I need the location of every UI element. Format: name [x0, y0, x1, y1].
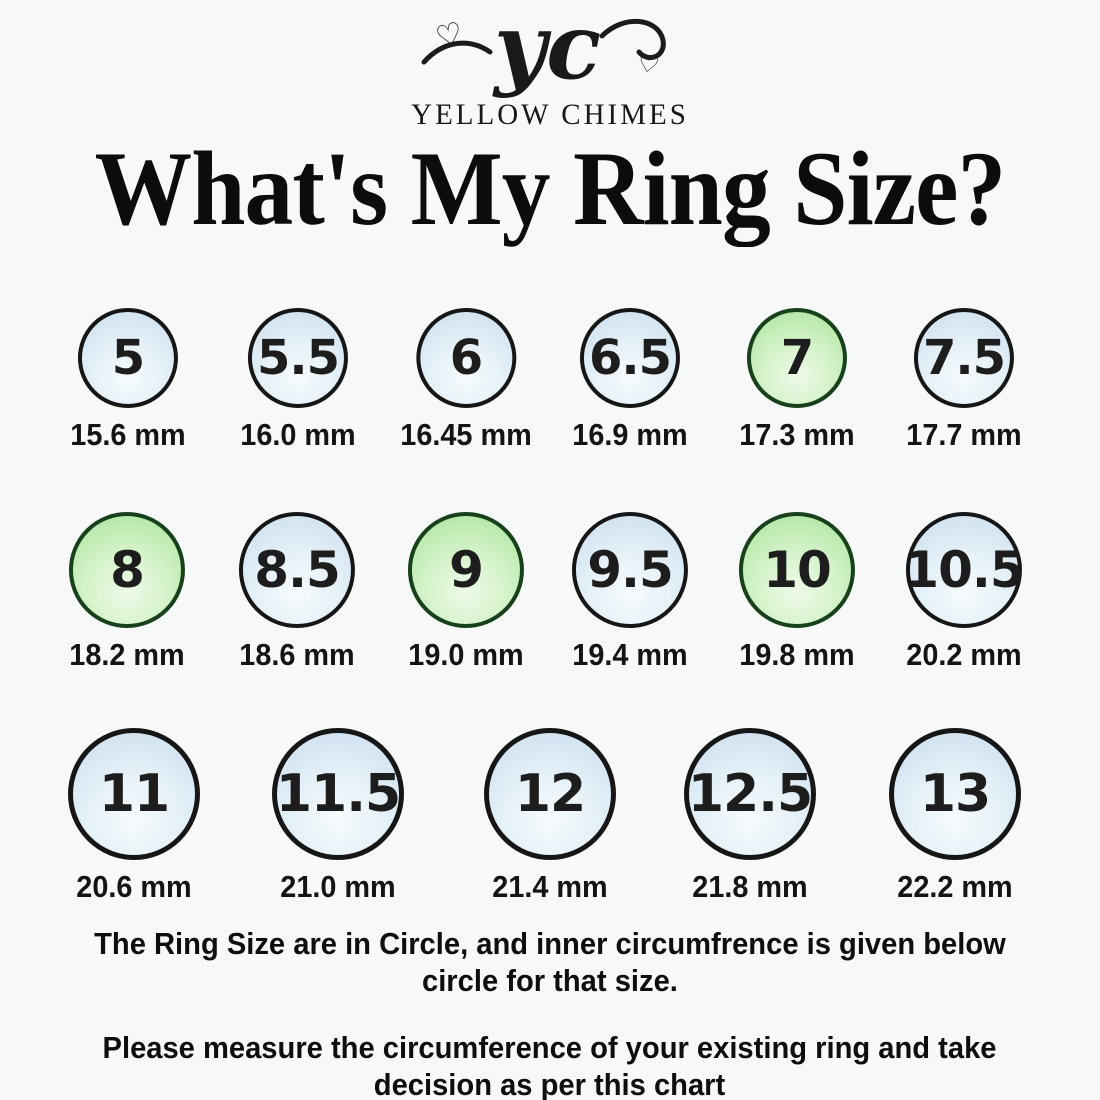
- ring-size-number: 7.5: [922, 330, 1006, 386]
- ring-diameter-label: 16.9 mm: [572, 417, 688, 452]
- ring-size-cell: 8.5 18.6 mm: [235, 512, 359, 673]
- ring-size-cell: 12 21.4 mm: [484, 728, 616, 905]
- page-title-text: What's My Ring Size?: [94, 130, 1007, 247]
- ring-diameter-label: 21.4 mm: [492, 869, 608, 904]
- ring-diameter-label: 19.8 mm: [739, 637, 855, 672]
- ring-size-cell: 5.5 16.0 mm: [236, 308, 360, 453]
- ring-circle: 9.5: [571, 512, 688, 628]
- ring-circle: 6.5: [579, 308, 680, 408]
- ring-diameter-label: 15.6 mm: [70, 417, 186, 452]
- ring-size-number: 8: [110, 541, 145, 599]
- ring-size-number: 12.5: [687, 764, 813, 824]
- ring-circle: 7.5: [913, 308, 1014, 408]
- ring-circle: 13: [889, 728, 1021, 860]
- ring-size-cell: 6.5 16.9 mm: [568, 308, 692, 453]
- ring-diameter-label: 21.0 mm: [280, 869, 396, 904]
- ring-size-cell: 9.5 19.4 mm: [568, 512, 692, 673]
- ring-diameter-label: 17.3 mm: [739, 417, 855, 452]
- brand-monogram: yc: [492, 0, 601, 100]
- ring-size-cell: 11.5 21.0 mm: [272, 728, 404, 905]
- ring-size-cell: 10 19.8 mm: [735, 512, 859, 673]
- ring-diameter-label: 19.0 mm: [408, 637, 524, 672]
- ring-diameter-label: 16.0 mm: [240, 417, 356, 452]
- ring-size-number: 10: [763, 541, 832, 599]
- ring-circle: 6: [415, 308, 516, 408]
- ring-diameter-label: 16.45 mm: [400, 417, 532, 452]
- note-line: decision as per this chart: [374, 1067, 726, 1100]
- ring-size-number: 10.5: [904, 541, 1024, 599]
- ring-size-cell: 9 19.0 mm: [404, 512, 528, 673]
- ring-diameter-label: 17.7 mm: [906, 417, 1022, 452]
- ring-diameter-label: 18.2 mm: [69, 637, 185, 672]
- page-title: What's My Ring Size?: [0, 136, 1100, 242]
- ring-size-cell: 5 15.6 mm: [66, 308, 190, 453]
- ring-size-number: 9.5: [587, 541, 674, 599]
- logo-right-flourish: [599, 19, 666, 61]
- ring-circle: 10.5: [904, 512, 1025, 628]
- brand-logo-graphic: ♡ yc ♡: [421, 0, 666, 100]
- ring-size-number: 6: [449, 330, 483, 386]
- note-circle-sizes: The Ring Size are in Circle, and inner c…: [0, 925, 1100, 999]
- ring-size-number: 9: [449, 541, 484, 599]
- ring-circle: 12: [484, 728, 616, 860]
- ring-size-cell: 11 20.6 mm: [68, 728, 200, 905]
- ring-size-number: 13: [919, 764, 991, 824]
- ring-diameter-label: 21.8 mm: [692, 869, 808, 904]
- ring-size-number: 8.5: [254, 541, 341, 599]
- ring-size-cell: 8 18.2 mm: [65, 512, 189, 673]
- note-measure-instruction: Please measure the circumference of your…: [0, 1029, 1100, 1100]
- ring-size-number: 5.5: [256, 330, 340, 386]
- ring-circle: 7: [746, 308, 847, 408]
- note-line: circle for that size.: [422, 963, 678, 998]
- ring-diameter-label: 19.4 mm: [572, 637, 688, 672]
- ring-diameter-label: 20.2 mm: [906, 637, 1022, 672]
- ring-size-cell: 12.5 21.8 mm: [684, 728, 816, 905]
- ring-circle: 5: [77, 308, 178, 408]
- ring-size-number: 11: [98, 764, 170, 824]
- ring-circle: 9: [407, 512, 524, 628]
- ring-size-cell: 10.5 20.2 mm: [902, 512, 1026, 673]
- ring-diameter-label: 20.6 mm: [76, 869, 192, 904]
- ring-circle: 11: [68, 728, 200, 860]
- ring-size-number: 5: [111, 330, 145, 386]
- ring-size-number: 6.5: [588, 330, 672, 386]
- ring-circle: 8: [68, 512, 185, 628]
- logo-left-flourish: [421, 40, 493, 65]
- brand-logo: ♡ yc ♡: [410, 0, 690, 104]
- heart-icon: ♡: [635, 48, 661, 79]
- ring-circle: 11.5: [272, 728, 404, 860]
- ring-size-cell: 7 17.3 mm: [735, 308, 859, 453]
- ring-diameter-label: 22.2 mm: [897, 869, 1013, 904]
- note-line: The Ring Size are in Circle, and inner c…: [94, 926, 1006, 961]
- brand-name: YELLOW CHIMES: [411, 98, 689, 132]
- ring-diameter-label: 18.6 mm: [239, 637, 355, 672]
- ring-circle: 5.5: [247, 308, 348, 408]
- ring-circle: 10: [738, 512, 855, 628]
- ring-circle: 8.5: [238, 512, 355, 628]
- ring-size-number: 12: [514, 764, 586, 824]
- ring-circle: 12.5: [684, 728, 816, 860]
- ring-size-cell: 6 16.45 mm: [395, 308, 536, 453]
- ring-size-cell: 13 22.2 mm: [889, 728, 1021, 905]
- ring-size-number: 11.5: [275, 764, 401, 824]
- ring-size-cell: 7.5 17.7 mm: [902, 308, 1026, 453]
- ring-size-number: 7: [780, 330, 814, 386]
- note-line: Please measure the circumference of your…: [103, 1030, 997, 1065]
